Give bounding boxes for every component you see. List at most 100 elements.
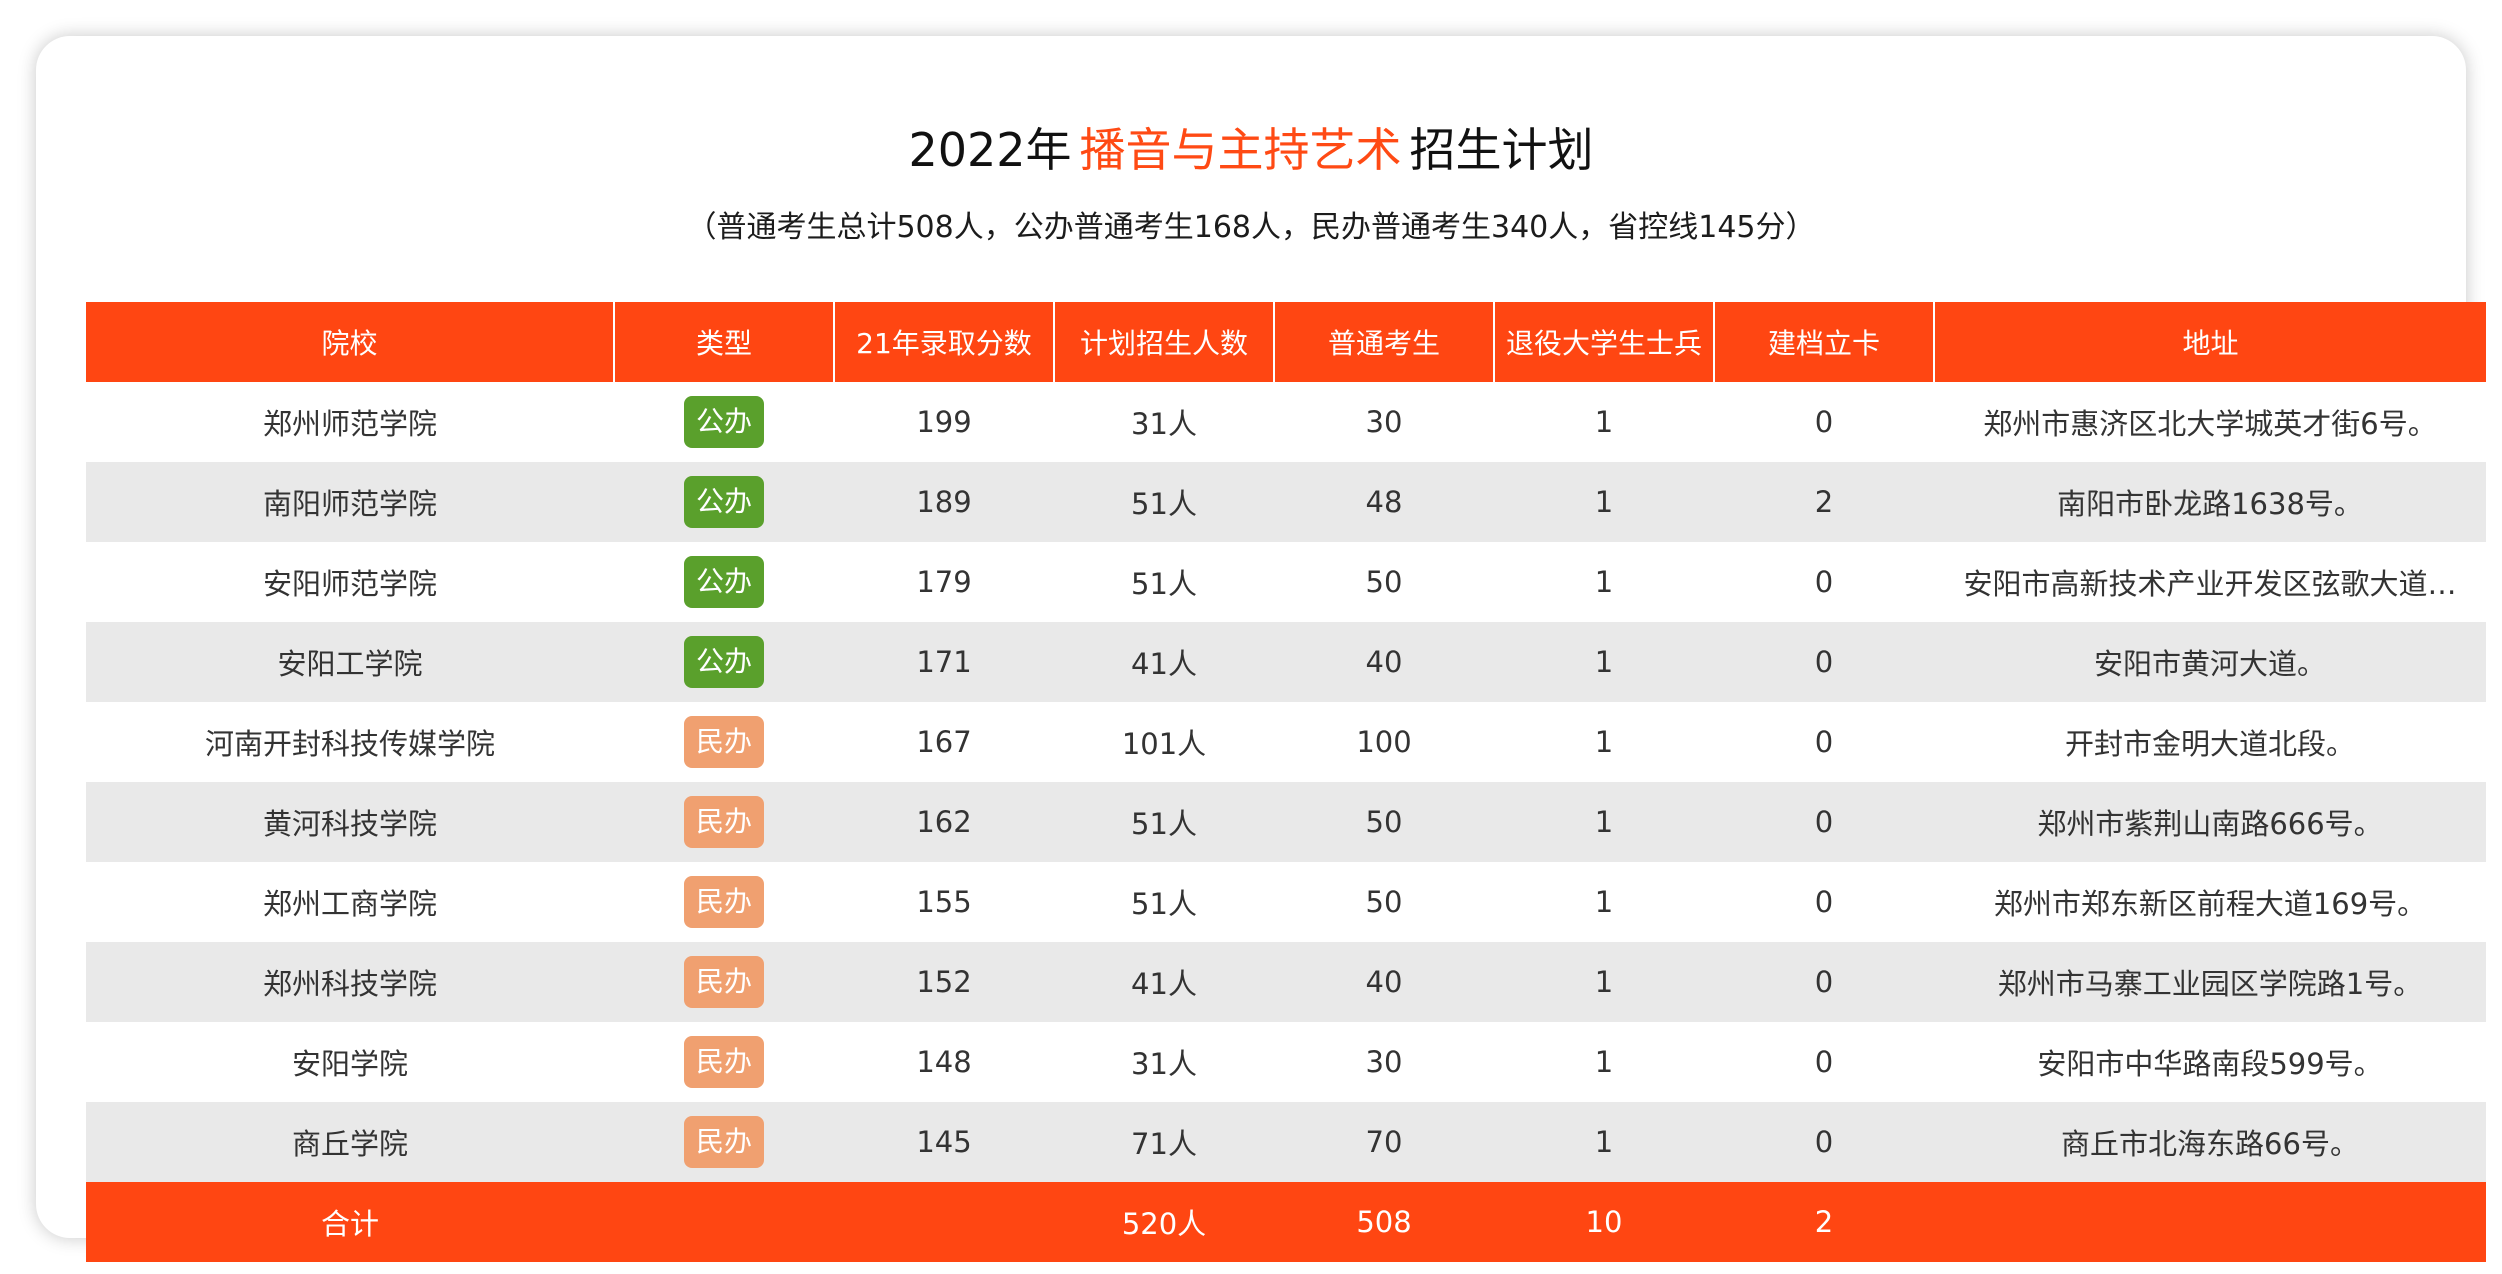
address-cell: 郑州市郑东新区前程大道169号。 — [1934, 862, 2486, 942]
address-cell: 安阳市黄河大道。 — [1934, 622, 2486, 702]
poverty-cell: 2 — [1714, 462, 1934, 542]
column-header-plan: 计划招生人数 — [1054, 302, 1275, 382]
title-suffix: 招生计划 — [1409, 123, 1594, 177]
address-cell: 郑州市紫荆山南路666号。 — [1934, 782, 2486, 862]
score-cell: 189 — [834, 462, 1054, 542]
plan-cell: 71人 — [1054, 1102, 1274, 1182]
veteran-cell: 1 — [1494, 702, 1714, 782]
score-cell: 148 — [834, 1022, 1054, 1102]
type-badge: 民办 — [684, 1036, 764, 1088]
type-badge: 民办 — [684, 716, 764, 768]
regular-cell: 30 — [1274, 1022, 1494, 1102]
school-link[interactable]: 河南开封科技传媒学院 — [86, 702, 614, 782]
veteran-cell: 1 — [1494, 622, 1714, 702]
regular-cell: 48 — [1274, 462, 1494, 542]
school-link[interactable]: 安阳学院 — [86, 1022, 614, 1102]
school-link[interactable]: 黄河科技学院 — [86, 782, 614, 862]
plan-cell: 31人 — [1054, 382, 1274, 462]
type-cell: 民办 — [614, 942, 834, 1022]
type-badge: 民办 — [684, 796, 764, 848]
table-row: 安阳学院 民办 148 31人 30 1 0 安阳市中华路南段599号。 — [86, 1022, 2486, 1102]
type-cell: 公办 — [614, 462, 834, 542]
regular-cell: 50 — [1274, 862, 1494, 942]
column-header-poverty: 建档立卡 — [1714, 302, 1935, 382]
poverty-cell: 0 — [1714, 542, 1934, 622]
total-type-cell — [614, 1182, 834, 1262]
poverty-cell: 0 — [1714, 942, 1934, 1022]
school-link[interactable]: 郑州科技学院 — [86, 942, 614, 1022]
type-badge: 公办 — [684, 476, 764, 528]
plan-cell: 51人 — [1054, 542, 1274, 622]
type-cell: 民办 — [614, 702, 834, 782]
column-header-regular: 普通考生 — [1274, 302, 1495, 382]
plan-cell: 51人 — [1054, 782, 1274, 862]
poverty-cell: 0 — [1714, 862, 1934, 942]
type-cell: 公办 — [614, 382, 834, 462]
score-cell: 179 — [834, 542, 1054, 622]
title-year: 2022年 — [908, 123, 1072, 177]
type-cell: 民办 — [614, 862, 834, 942]
type-badge: 民办 — [684, 876, 764, 928]
regular-cell: 30 — [1274, 382, 1494, 462]
total-score-cell — [834, 1182, 1054, 1262]
table-row: 郑州科技学院 民办 152 41人 40 1 0 郑州市马寨工业园区学院路1号。 — [86, 942, 2486, 1022]
address-cell: 开封市金明大道北段。 — [1934, 702, 2486, 782]
school-link[interactable]: 商丘学院 — [86, 1102, 614, 1182]
poverty-cell: 0 — [1714, 382, 1934, 462]
veteran-cell: 1 — [1494, 862, 1714, 942]
type-badge: 公办 — [684, 396, 764, 448]
school-link[interactable]: 安阳师范学院 — [86, 542, 614, 622]
type-cell: 公办 — [614, 542, 834, 622]
poverty-cell: 0 — [1714, 622, 1934, 702]
address-cell: 商丘市北海东路66号。 — [1934, 1102, 2486, 1182]
school-link[interactable]: 安阳工学院 — [86, 622, 614, 702]
table-row: 郑州师范学院 公办 199 31人 30 1 0 郑州市惠济区北大学城英才街6号… — [86, 382, 2486, 462]
table-row: 商丘学院 民办 145 71人 70 1 0 商丘市北海东路66号。 — [86, 1102, 2486, 1182]
table-body: 郑州师范学院 公办 199 31人 30 1 0 郑州市惠济区北大学城英才街6号… — [86, 382, 2486, 1182]
column-header-school: 院校 — [86, 302, 615, 382]
address-cell: 南阳市卧龙路1638号。 — [1934, 462, 2486, 542]
type-badge: 民办 — [684, 1116, 764, 1168]
type-badge: 公办 — [684, 636, 764, 688]
score-cell: 155 — [834, 862, 1054, 942]
total-row: 合计 520人 508 10 2 — [86, 1182, 2486, 1262]
score-cell: 167 — [834, 702, 1054, 782]
address-cell: 郑州市惠济区北大学城英才街6号。 — [1934, 382, 2486, 462]
table-row: 黄河科技学院 民办 162 51人 50 1 0 郑州市紫荆山南路666号。 — [86, 782, 2486, 862]
title-major: 播音与主持艺术 — [1079, 123, 1402, 177]
address-cell: 安阳市高新技术产业开发区弦歌大道… — [1934, 542, 2486, 622]
table-row: 安阳师范学院 公办 179 51人 50 1 0 安阳市高新技术产业开发区弦歌大… — [86, 542, 2486, 622]
total-regular: 508 — [1274, 1182, 1494, 1262]
school-link[interactable]: 南阳师范学院 — [86, 462, 614, 542]
column-header-score: 21年录取分数 — [834, 302, 1055, 382]
score-cell: 152 — [834, 942, 1054, 1022]
plan-cell: 51人 — [1054, 862, 1274, 942]
poverty-cell: 0 — [1714, 782, 1934, 862]
veteran-cell: 1 — [1494, 1022, 1714, 1102]
total-address-cell — [1934, 1182, 2486, 1262]
score-cell: 162 — [834, 782, 1054, 862]
column-header-veteran: 退役大学生士兵 — [1494, 302, 1715, 382]
school-link[interactable]: 郑州师范学院 — [86, 382, 614, 462]
total-label: 合计 — [86, 1182, 614, 1262]
regular-cell: 50 — [1274, 782, 1494, 862]
page-title: 2022年 播音与主持艺术 招生计划 — [36, 120, 2466, 180]
total-poverty: 2 — [1714, 1182, 1934, 1262]
plan-cell: 101人 — [1054, 702, 1274, 782]
type-badge: 公办 — [684, 556, 764, 608]
address-cell: 安阳市中华路南段599号。 — [1934, 1022, 2486, 1102]
veteran-cell: 1 — [1494, 782, 1714, 862]
poverty-cell: 0 — [1714, 702, 1934, 782]
type-badge: 民办 — [684, 956, 764, 1008]
veteran-cell: 1 — [1494, 462, 1714, 542]
regular-cell: 40 — [1274, 622, 1494, 702]
table-header-row: 院校 类型 21年录取分数 计划招生人数 普通考生 退役大学生士兵 建档立卡 地… — [86, 302, 2486, 382]
plan-cell: 51人 — [1054, 462, 1274, 542]
score-cell: 145 — [834, 1102, 1054, 1182]
type-cell: 公办 — [614, 622, 834, 702]
table-row: 南阳师范学院 公办 189 51人 48 1 2 南阳市卧龙路1638号。 — [86, 462, 2486, 542]
regular-cell: 50 — [1274, 542, 1494, 622]
type-cell: 民办 — [614, 1102, 834, 1182]
veteran-cell: 1 — [1494, 942, 1714, 1022]
school-link[interactable]: 郑州工商学院 — [86, 862, 614, 942]
